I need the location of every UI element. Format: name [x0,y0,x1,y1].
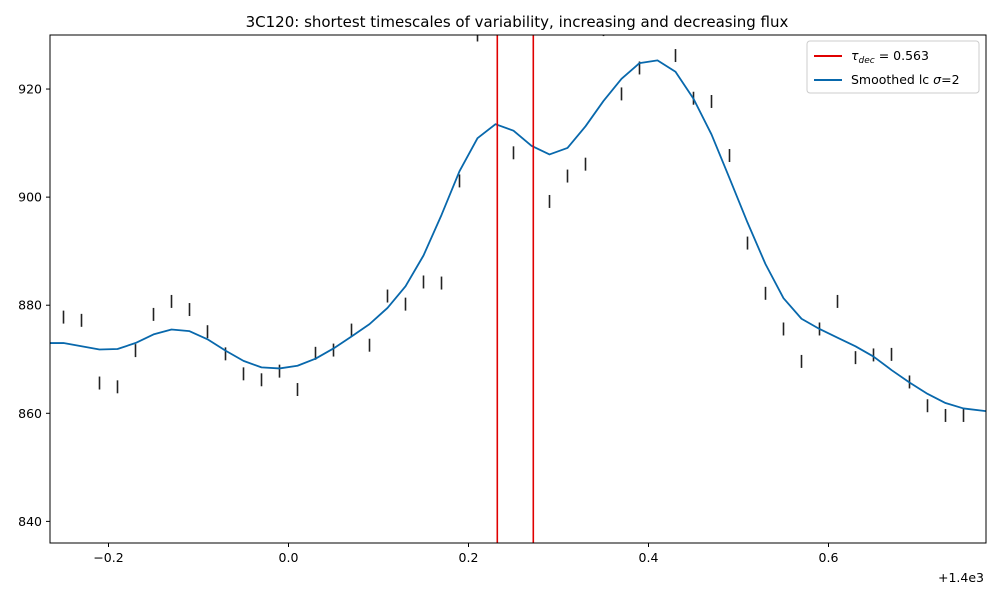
legend: τdec = 0.563 Smoothed lc σ=2 [806,40,980,94]
chart-title: 3C120: shortest timescales of variabilit… [246,13,789,31]
series-lines [50,59,986,413]
y-tick-label: 840 [18,514,42,529]
x-tick-label: −0.2 [93,550,123,565]
legend-tau-subscript: dec [859,56,875,66]
legend-smoothed-text: Smoothed lc [851,72,933,87]
vertical-lines [496,35,535,543]
legend-tau-value: = 0.563 [875,48,929,63]
y-tick-label: 860 [18,406,42,421]
y-tick-label: 880 [18,298,42,313]
error-bars [62,35,965,422]
x-tick-label: 0.4 [639,550,659,565]
x-axis: −0.2 0.0 0.2 0.4 0.6 [93,543,838,565]
legend-tau-symbol: τ [851,48,859,63]
plot-frame [49,34,987,544]
smoothed-lc-line [50,59,986,413]
y-axis: 840 860 880 900 920 [18,82,50,529]
legend-label-tau: τdec = 0.563 [851,48,929,66]
x-tick-label: 0.6 [819,550,839,565]
y-tick-label: 920 [18,82,42,97]
x-tick-label: 0.2 [459,550,479,565]
x-offset-label: +1.4e3 [938,570,984,585]
plot-layer [50,35,986,543]
legend-label-smoothed: Smoothed lc σ=2 [851,72,960,87]
y-tick-label: 900 [18,190,42,205]
legend-sigma-value: =2 [941,72,959,87]
legend-box [806,40,980,94]
legend-sigma-symbol: σ [933,72,942,87]
x-tick-label: 0.0 [279,550,299,565]
plot-area [50,35,986,543]
